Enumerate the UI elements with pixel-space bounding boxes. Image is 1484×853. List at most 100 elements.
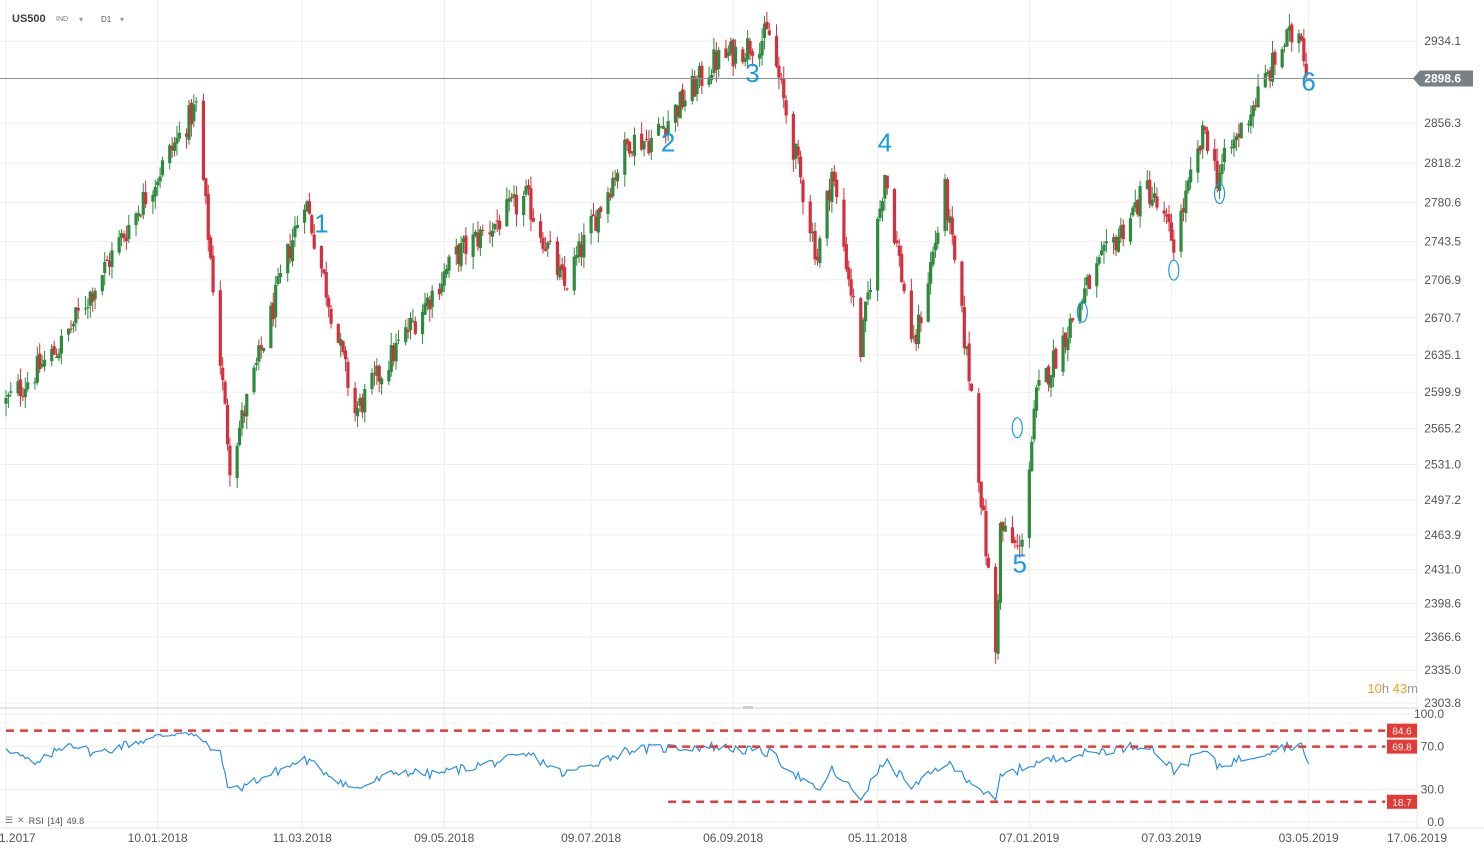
candle-body[interactable]	[442, 271, 446, 286]
price-axis[interactable]: 2934.1 2856.3 2818.2 2780.6 2743.5 2706.9 2670…	[1413, 34, 1473, 829]
candle-body[interactable]	[909, 290, 913, 340]
candle-body[interactable]	[201, 100, 206, 180]
candle-body[interactable]	[953, 235, 957, 260]
candle-body[interactable]	[746, 38, 750, 60]
candle-body[interactable]	[1152, 193, 1157, 199]
candle-body[interactable]	[387, 370, 391, 382]
candle-body[interactable]	[447, 256, 451, 271]
candle-body[interactable]	[363, 389, 367, 413]
candle-body[interactable]	[895, 240, 899, 244]
caret-down-icon[interactable]: ▾	[120, 14, 125, 24]
candle-body[interactable]	[175, 137, 179, 144]
candle-body[interactable]	[678, 91, 682, 119]
candle-body[interactable]	[254, 362, 259, 365]
candle-body[interactable]	[1172, 239, 1176, 253]
candle-body[interactable]	[119, 233, 124, 238]
candle-body[interactable]	[464, 235, 468, 254]
candle-body[interactable]	[86, 307, 90, 309]
candle-body[interactable]	[310, 215, 314, 234]
candle-body[interactable]	[1136, 200, 1140, 215]
candle-body[interactable]	[473, 231, 478, 236]
candle-body[interactable]	[623, 139, 627, 175]
candle-body[interactable]	[319, 246, 324, 269]
candle-body[interactable]	[765, 21, 769, 30]
candle-body[interactable]	[242, 412, 246, 417]
candle-body[interactable]	[1287, 26, 1291, 31]
candle-body[interactable]	[811, 231, 815, 234]
candle-body[interactable]	[666, 121, 670, 135]
candle-body[interactable]	[50, 348, 54, 362]
candle-body[interactable]	[693, 76, 697, 97]
candle-body[interactable]	[815, 256, 820, 261]
candle-body[interactable]	[714, 51, 718, 71]
candle-body[interactable]	[1239, 122, 1243, 139]
candle-body[interactable]	[144, 192, 148, 205]
candle-body[interactable]	[784, 100, 788, 116]
candle-body[interactable]	[177, 132, 181, 139]
candle-body[interactable]	[1198, 146, 1202, 151]
candle-body[interactable]	[529, 188, 533, 220]
candle-body[interactable]	[977, 393, 981, 483]
candle-body[interactable]	[1087, 275, 1092, 289]
candle-body[interactable]	[868, 289, 873, 293]
candle-body[interactable]	[406, 330, 410, 333]
candle-body[interactable]	[1128, 218, 1133, 242]
candle-body[interactable]	[526, 185, 531, 190]
candle-body[interactable]	[1102, 244, 1106, 252]
candle-body[interactable]	[726, 52, 730, 56]
candle-body[interactable]	[1112, 237, 1116, 243]
candle-body[interactable]	[40, 363, 44, 368]
candle-body[interactable]	[628, 141, 632, 154]
candle-body[interactable]	[6, 394, 11, 397]
candle-body[interactable]	[1030, 441, 1034, 472]
candle-body[interactable]	[1179, 210, 1183, 252]
candle-body[interactable]	[100, 275, 104, 292]
candle-body[interactable]	[271, 302, 275, 320]
candle-body[interactable]	[1217, 173, 1222, 191]
candle-body[interactable]	[948, 216, 952, 223]
candle-body[interactable]	[563, 267, 567, 286]
candle-body[interactable]	[151, 194, 155, 202]
candle-body[interactable]	[428, 299, 432, 310]
candle-body[interactable]	[481, 229, 485, 231]
candle-body[interactable]	[459, 243, 463, 267]
candle-body[interactable]	[103, 262, 107, 274]
candle-body[interactable]	[555, 241, 559, 275]
candle-body[interactable]	[194, 101, 198, 103]
candle-body[interactable]	[377, 365, 381, 382]
candle-body[interactable]	[1097, 257, 1101, 264]
candle-body[interactable]	[1001, 522, 1005, 531]
candle-body[interactable]	[71, 323, 76, 327]
candle-body[interactable]	[1249, 114, 1253, 127]
candle-body[interactable]	[218, 290, 222, 366]
candle-body[interactable]	[582, 234, 586, 258]
candle-body[interactable]	[851, 295, 856, 297]
candle-body[interactable]	[396, 339, 401, 341]
candle-body[interactable]	[1184, 190, 1188, 214]
candle-body[interactable]	[611, 178, 615, 197]
candle-body[interactable]	[134, 213, 138, 226]
candle-body[interactable]	[124, 238, 128, 242]
candle-body[interactable]	[327, 297, 331, 308]
candle-body[interactable]	[1181, 208, 1186, 212]
candle-body[interactable]	[531, 217, 535, 222]
candle-body[interactable]	[107, 261, 112, 267]
candle-body[interactable]	[861, 320, 865, 358]
candle-body[interactable]	[1254, 104, 1258, 107]
candle-body[interactable]	[1229, 146, 1234, 149]
candle-body[interactable]	[1169, 222, 1173, 241]
candle-body[interactable]	[543, 248, 547, 251]
candle-body[interactable]	[700, 65, 704, 86]
candle-body[interactable]	[825, 190, 829, 239]
candle-body[interactable]	[712, 49, 716, 74]
candle-body[interactable]	[141, 192, 145, 215]
candle-body[interactable]	[1234, 136, 1239, 141]
candle-body[interactable]	[524, 186, 528, 195]
candle-body[interactable]	[844, 244, 848, 270]
candle-body[interactable]	[293, 226, 297, 238]
candle-body[interactable]	[430, 290, 434, 307]
candle-body[interactable]	[656, 123, 661, 136]
candle-body[interactable]	[625, 139, 629, 145]
candle-body[interactable]	[986, 557, 991, 568]
candle-body[interactable]	[1282, 45, 1287, 47]
